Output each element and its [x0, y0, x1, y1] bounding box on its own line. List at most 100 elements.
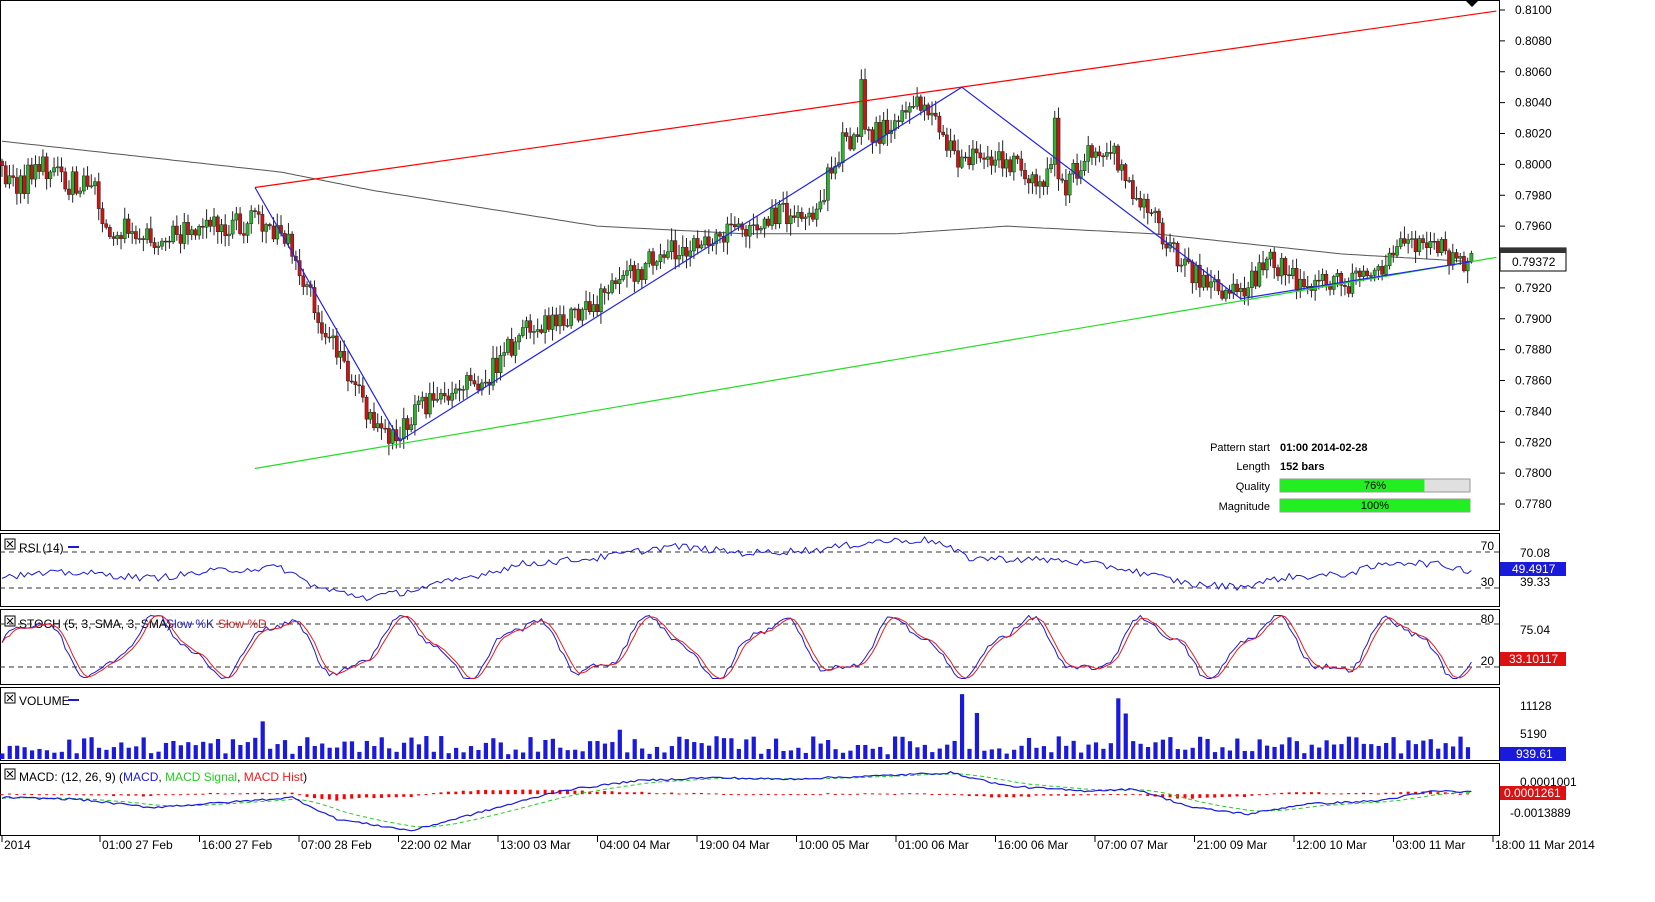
- volume-bar: [937, 748, 942, 759]
- candle: [271, 217, 276, 243]
- macd-hist-bar: [1295, 792, 1299, 795]
- candle-body: [141, 238, 146, 240]
- candle: [1119, 159, 1124, 181]
- candle: [305, 281, 309, 296]
- scroll-end-marker[interactable]: [1465, 0, 1479, 7]
- macd-hist-bar: [469, 791, 473, 795]
- candle: [658, 243, 663, 269]
- length-value: 152 bars: [1280, 461, 1325, 473]
- macd-hist-bar: [30, 794, 34, 796]
- volume-bar: [238, 744, 243, 759]
- macd-hist-bar: [193, 793, 197, 795]
- candle: [111, 231, 116, 246]
- macd-hist-bar: [1265, 794, 1269, 796]
- volume-bar: [632, 739, 637, 759]
- volume-bar: [1205, 738, 1210, 759]
- candle: [956, 139, 960, 178]
- candle-body: [238, 213, 242, 234]
- macd-hist-bar: [1436, 792, 1440, 795]
- candle-body: [1004, 159, 1009, 169]
- candle: [487, 378, 492, 395]
- volume-bar: [156, 751, 161, 759]
- candle: [1011, 152, 1016, 181]
- volume-bar: [640, 748, 645, 759]
- macd-hist-bar: [417, 794, 421, 796]
- macd-hist-bar: [67, 793, 71, 795]
- macd-hist-bar: [804, 793, 808, 795]
- candle-body: [7, 175, 12, 185]
- candle: [3, 161, 8, 188]
- candle-body: [290, 233, 295, 257]
- volume-bar: [707, 745, 712, 759]
- macd-hist-bar: [536, 790, 540, 795]
- macd-hist-bar: [22, 793, 26, 795]
- candle: [398, 426, 402, 448]
- quality-label: Quality: [1236, 481, 1271, 493]
- volume-bar: [268, 748, 273, 759]
- candle-body: [171, 225, 175, 243]
- candle-body: [253, 210, 257, 212]
- volume-bar: [193, 745, 198, 759]
- candle-body: [1331, 276, 1336, 290]
- candle: [1398, 231, 1403, 250]
- candle-body: [870, 129, 875, 143]
- macd-hist-bar: [74, 794, 78, 796]
- candle: [372, 402, 376, 431]
- candle-body: [535, 329, 540, 332]
- macd-hist-bar: [632, 792, 636, 795]
- candle: [1164, 236, 1169, 257]
- candle: [915, 87, 919, 110]
- candle: [465, 371, 469, 398]
- macd-hist-bar: [52, 794, 56, 796]
- candle-body: [844, 132, 849, 137]
- candle: [137, 228, 142, 244]
- candle: [959, 149, 964, 170]
- candle: [1205, 267, 1210, 291]
- candle-body: [48, 171, 53, 180]
- candle: [1224, 287, 1228, 302]
- candle-body: [785, 202, 789, 225]
- stoch-line-layer: [1, 614, 1472, 680]
- candle-body: [1302, 278, 1306, 288]
- macd-hist-bar: [960, 794, 964, 796]
- candle-body: [978, 152, 983, 159]
- candle: [241, 221, 246, 244]
- candle: [1220, 283, 1225, 301]
- candle: [878, 115, 882, 154]
- candle: [788, 208, 793, 236]
- candle: [156, 241, 161, 256]
- macd-hist-bar: [1362, 792, 1366, 795]
- candle-body: [1238, 287, 1243, 292]
- candle-body: [1320, 274, 1325, 281]
- candle: [1354, 267, 1358, 285]
- candle-body: [1183, 258, 1187, 266]
- candle: [1324, 270, 1329, 291]
- candle-body: [1116, 145, 1120, 171]
- macd-hist-bar: [253, 792, 257, 795]
- volume-bar: [751, 736, 756, 759]
- macd-hist-bar: [409, 794, 413, 798]
- macd-hist-bar: [1116, 794, 1120, 796]
- candle-body: [599, 288, 603, 313]
- macd-hist-bar: [729, 794, 733, 796]
- macd-hist-bar: [134, 794, 138, 796]
- candle-body: [1049, 164, 1053, 170]
- volume-bar: [855, 744, 860, 759]
- candle-body: [1324, 274, 1329, 285]
- candle-body: [602, 288, 607, 293]
- macd-hist-bar: [365, 794, 369, 798]
- candle: [1064, 169, 1068, 206]
- pane-frames: [0, 0, 1500, 836]
- macd-hist-bar: [863, 793, 867, 795]
- candle: [476, 375, 481, 394]
- macd-hist-bar: [1109, 793, 1113, 795]
- candle-body: [1093, 151, 1098, 158]
- candle-body: [1268, 251, 1273, 260]
- macd-hist-bar: [320, 794, 324, 799]
- rsi-pane-frame: [0, 533, 1500, 607]
- volume-bar: [1116, 698, 1121, 759]
- macd-hist-bar: [1079, 794, 1083, 796]
- candle-body: [420, 396, 425, 402]
- candle-body: [15, 177, 19, 194]
- volume-bar: [952, 740, 957, 759]
